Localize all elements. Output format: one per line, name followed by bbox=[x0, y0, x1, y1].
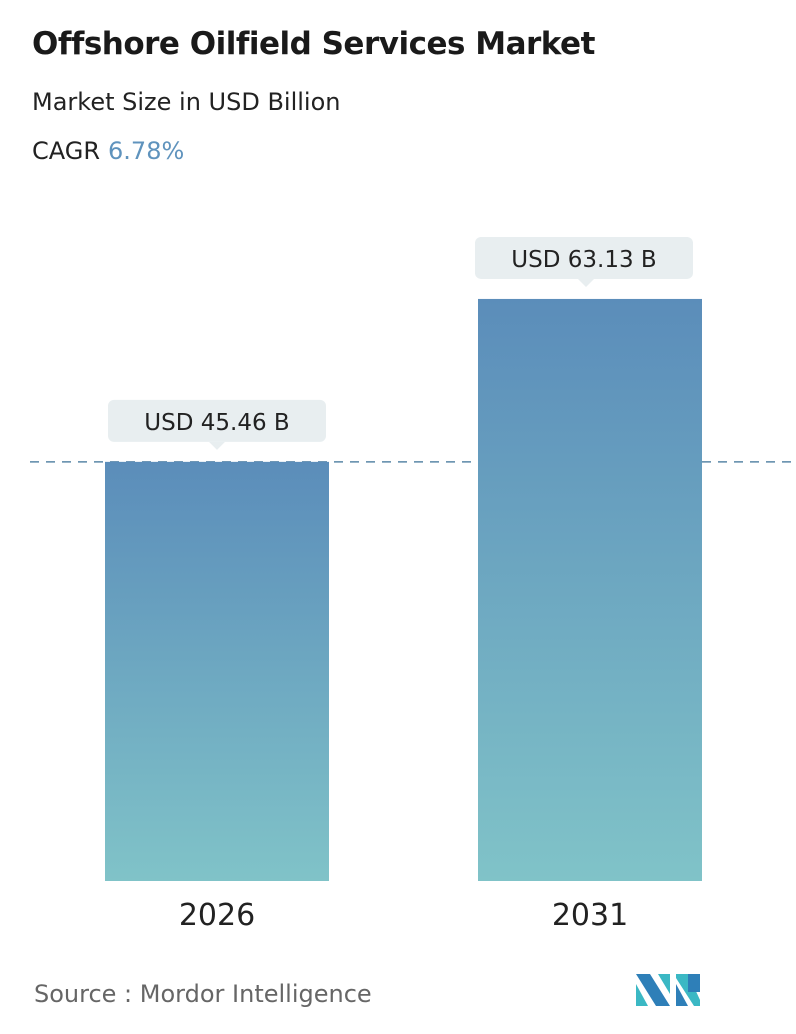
cagr-value: 6.78% bbox=[108, 137, 185, 165]
cagr: CAGR 6.78% bbox=[32, 137, 184, 165]
data-label: USD 63.13 B bbox=[511, 247, 656, 273]
source-text: Source : Mordor Intelligence bbox=[34, 980, 372, 1008]
data-label-pointer bbox=[209, 441, 225, 450]
bar-chart: USD 45.46 B 2026 USD 63.13 B 2031 bbox=[30, 236, 796, 933]
bar-2026 bbox=[105, 461, 329, 881]
data-label-box bbox=[475, 236, 693, 279]
chart-subtitle: Market Size in USD Billion bbox=[32, 88, 341, 116]
data-label: USD 45.46 B bbox=[144, 410, 289, 436]
cagr-label: CAGR bbox=[32, 137, 101, 165]
data-label-box bbox=[108, 399, 326, 442]
mordor-logo-icon bbox=[636, 974, 700, 1006]
data-label-pointer bbox=[578, 278, 594, 287]
x-tick-label: 2031 bbox=[552, 898, 628, 933]
x-tick-label: 2026 bbox=[179, 898, 255, 933]
chart-title: Offshore Oilfield Services Market bbox=[32, 26, 595, 62]
bar-2031 bbox=[478, 298, 702, 881]
